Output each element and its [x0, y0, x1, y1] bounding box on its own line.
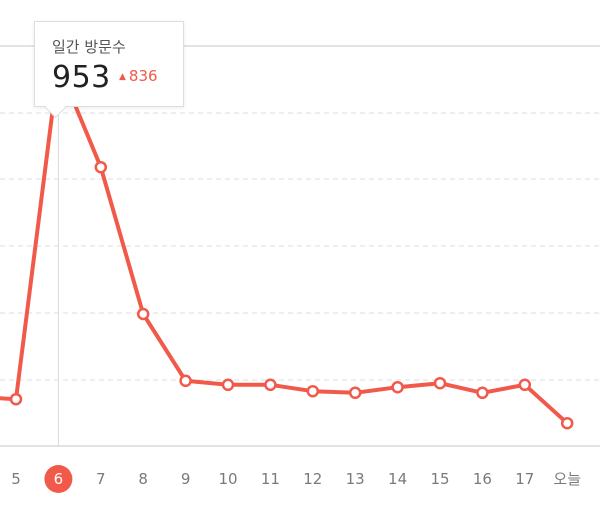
data-point-10[interactable]: [221, 378, 235, 392]
tooltip-value: 953: [52, 60, 111, 95]
grid-lines: [0, 45, 600, 381]
x-tick-labels: 5 6 7 8 9 10 11 12 13 14 15 16 17 오늘: [11, 465, 581, 493]
data-point-8[interactable]: [136, 307, 150, 321]
data-point-15[interactable]: [433, 376, 447, 390]
tooltip-title: 일간 방문수: [52, 38, 126, 56]
tooltip: 일간 방문수 953 ▲ 836: [34, 21, 184, 107]
x-tick-label-16[interactable]: 16: [473, 470, 492, 488]
data-point-5[interactable]: [9, 392, 23, 406]
x-tick-label-7[interactable]: 7: [96, 470, 106, 488]
x-tick-label-6[interactable]: 6: [54, 470, 64, 488]
data-point-7[interactable]: [94, 160, 108, 174]
data-point-오늘[interactable]: [560, 416, 574, 430]
x-tick-label-8[interactable]: 8: [138, 470, 148, 488]
selected-tick-background: [44, 465, 73, 493]
series-line: [0, 62, 570, 426]
x-tick-label-14[interactable]: 14: [388, 470, 407, 488]
x-tick-label-10[interactable]: 10: [218, 470, 237, 488]
x-tick-label-15[interactable]: 15: [430, 470, 449, 488]
triangle-up-icon: ▲: [119, 72, 126, 82]
data-points[interactable]: [9, 57, 574, 430]
x-tick-label-9[interactable]: 9: [181, 470, 191, 488]
series-polyline: [0, 62, 570, 426]
x-tick-label-5[interactable]: 5: [11, 470, 21, 488]
x-tick-label-13[interactable]: 13: [346, 470, 365, 488]
x-tick-label-11[interactable]: 11: [261, 470, 280, 488]
x-tick-label-12[interactable]: 12: [303, 470, 322, 488]
tooltip-change-value: 836: [128, 67, 158, 85]
data-point-17[interactable]: [518, 378, 532, 392]
data-point-11[interactable]: [264, 378, 277, 392]
data-point-16[interactable]: [476, 386, 489, 400]
x-axis: [0, 64, 600, 447]
data-point-13[interactable]: [348, 386, 362, 400]
x-tick-label-17[interactable]: 17: [515, 470, 534, 488]
data-point-12[interactable]: [306, 384, 320, 398]
x-tick-label-오늘[interactable]: 오늘: [553, 470, 581, 488]
data-point-9[interactable]: [179, 374, 192, 388]
data-point-14[interactable]: [391, 380, 404, 394]
tooltip-change: ▲ 836: [119, 67, 158, 85]
